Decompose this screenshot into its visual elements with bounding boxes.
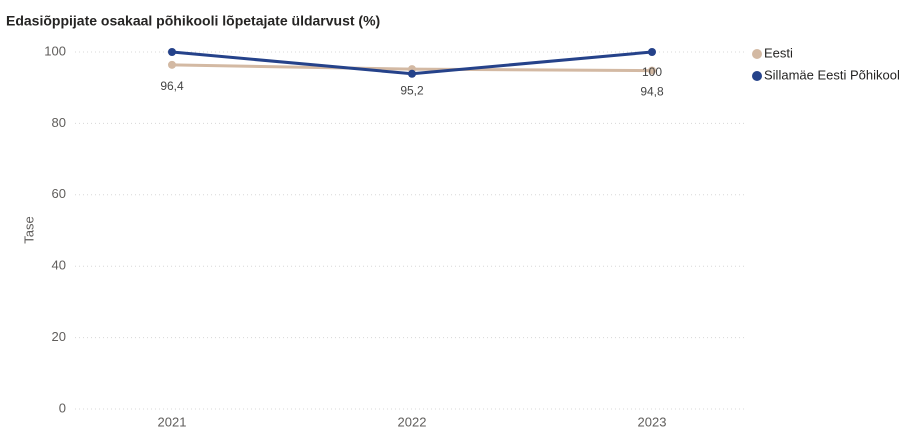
data-label: 96,4 xyxy=(160,79,184,93)
y-tick-label: 20 xyxy=(52,329,66,344)
x-tick-label: 2021 xyxy=(158,414,187,429)
data-label: 95,2 xyxy=(400,83,424,97)
point xyxy=(408,69,416,78)
legend-label: Sillamäe Eesti Põhikool xyxy=(764,67,900,82)
legend-marker xyxy=(752,49,762,59)
point xyxy=(648,48,656,56)
point xyxy=(648,66,656,75)
data-label: 94,8 xyxy=(640,85,664,99)
y-axis-label: Tase xyxy=(21,216,36,243)
point xyxy=(168,48,176,56)
y-tick-label: 100 xyxy=(44,43,66,58)
data-label: 100 xyxy=(642,65,662,79)
x-tick-label: 2022 xyxy=(398,414,427,429)
y-tick-label: 60 xyxy=(52,186,66,201)
x-tick-label: 2023 xyxy=(638,414,667,429)
y-tick-label: 80 xyxy=(52,115,66,130)
legend-label: Eesti xyxy=(764,45,793,60)
y-tick-label: 0 xyxy=(59,400,66,415)
y-tick-label: 40 xyxy=(52,258,66,273)
legend-marker xyxy=(752,71,762,81)
point xyxy=(168,60,176,69)
chart-title: Edasiõppijate osakaal põhikooli lõpetaja… xyxy=(6,13,380,29)
